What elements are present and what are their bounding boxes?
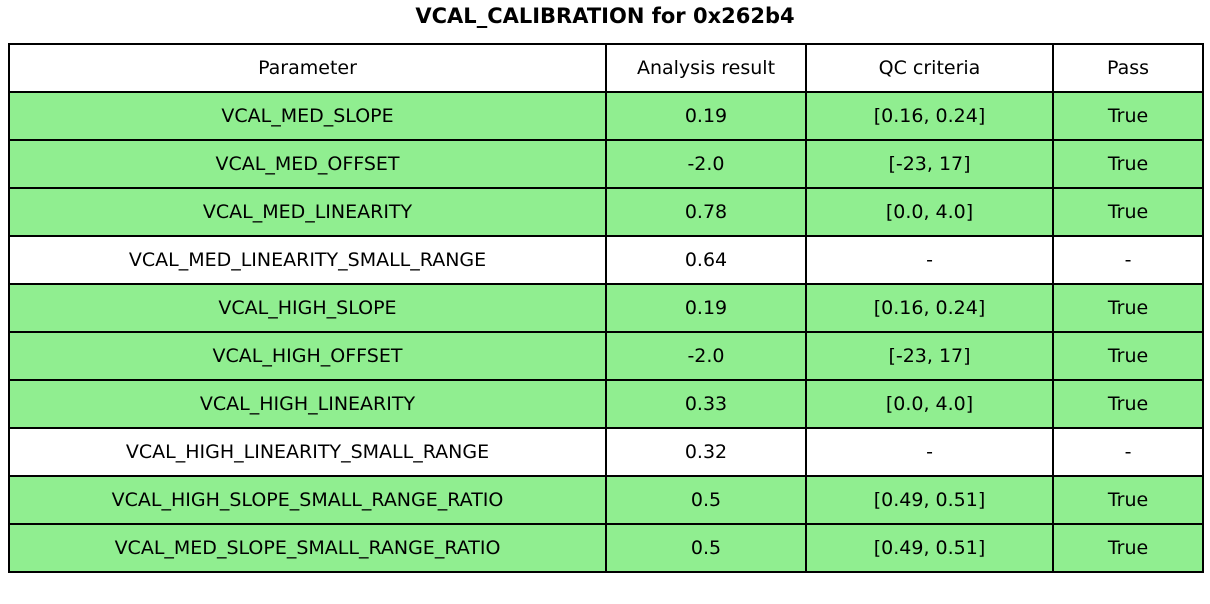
param-cell: VCAL_MED_OFFSET	[8, 139, 607, 189]
result-cell: 0.78	[605, 187, 807, 237]
param-cell: VCAL_MED_SLOPE	[8, 91, 607, 141]
result-cell: 0.5	[605, 523, 807, 573]
result-cell: 0.19	[605, 283, 807, 333]
pass-cell: True	[1052, 139, 1204, 189]
pass-cell: True	[1052, 331, 1204, 381]
param-cell: VCAL_HIGH_LINEARITY	[8, 379, 607, 429]
header-row: Parameter Analysis result QC criteria Pa…	[8, 43, 1204, 93]
table-row: VCAL_MED_LINEARITY_SMALL_RANGE 0.64 - -	[8, 235, 1204, 285]
param-cell: VCAL_HIGH_SLOPE_SMALL_RANGE_RATIO	[8, 475, 607, 525]
table-row: VCAL_HIGH_SLOPE 0.19 [0.16, 0.24] True	[8, 283, 1204, 333]
pass-cell: True	[1052, 523, 1204, 573]
col-header-qc-criteria: QC criteria	[805, 43, 1054, 93]
pass-cell: True	[1052, 283, 1204, 333]
table-row: VCAL_HIGH_LINEARITY 0.33 [0.0, 4.0] True	[8, 379, 1204, 429]
param-cell: VCAL_HIGH_OFFSET	[8, 331, 607, 381]
pass-cell: True	[1052, 475, 1204, 525]
table-row: VCAL_HIGH_OFFSET -2.0 [-23, 17] True	[8, 331, 1204, 381]
criteria-cell: [0.16, 0.24]	[805, 91, 1054, 141]
param-cell: VCAL_MED_LINEARITY_SMALL_RANGE	[8, 235, 607, 285]
result-cell: 0.19	[605, 91, 807, 141]
result-cell: 0.5	[605, 475, 807, 525]
criteria-cell: [0.0, 4.0]	[805, 187, 1054, 237]
criteria-cell: -	[805, 235, 1054, 285]
table-row: VCAL_HIGH_LINEARITY_SMALL_RANGE 0.32 - -	[8, 427, 1204, 477]
table-row: VCAL_MED_LINEARITY 0.78 [0.0, 4.0] True	[8, 187, 1204, 237]
table-row: VCAL_HIGH_SLOPE_SMALL_RANGE_RATIO 0.5 [0…	[8, 475, 1204, 525]
criteria-cell: -	[805, 427, 1054, 477]
pass-cell: True	[1052, 379, 1204, 429]
pass-cell: True	[1052, 187, 1204, 237]
criteria-cell: [-23, 17]	[805, 139, 1054, 189]
page-title: VCAL_CALIBRATION for 0x262b4	[415, 4, 795, 28]
param-cell: VCAL_MED_SLOPE_SMALL_RANGE_RATIO	[8, 523, 607, 573]
qc-criteria-table: Parameter Analysis result QC criteria Pa…	[8, 43, 1204, 573]
table-row: VCAL_MED_SLOPE_SMALL_RANGE_RATIO 0.5 [0.…	[8, 523, 1204, 573]
table-row: VCAL_MED_SLOPE 0.19 [0.16, 0.24] True	[8, 91, 1204, 141]
result-cell: -2.0	[605, 331, 807, 381]
result-cell: 0.32	[605, 427, 807, 477]
result-cell: 0.33	[605, 379, 807, 429]
param-cell: VCAL_HIGH_LINEARITY_SMALL_RANGE	[8, 427, 607, 477]
criteria-cell: [0.49, 0.51]	[805, 475, 1054, 525]
criteria-cell: [0.0, 4.0]	[805, 379, 1054, 429]
param-cell: VCAL_MED_LINEARITY	[8, 187, 607, 237]
table-row: VCAL_MED_OFFSET -2.0 [-23, 17] True	[8, 139, 1204, 189]
param-cell: VCAL_HIGH_SLOPE	[8, 283, 607, 333]
col-header-analysis-result: Analysis result	[605, 43, 807, 93]
criteria-cell: [0.49, 0.51]	[805, 523, 1054, 573]
pass-cell: -	[1052, 235, 1204, 285]
col-header-pass: Pass	[1052, 43, 1204, 93]
criteria-cell: [-23, 17]	[805, 331, 1054, 381]
col-header-parameter: Parameter	[8, 43, 607, 93]
criteria-cell: [0.16, 0.24]	[805, 283, 1054, 333]
pass-cell: -	[1052, 427, 1204, 477]
result-cell: -2.0	[605, 139, 807, 189]
pass-cell: True	[1052, 91, 1204, 141]
result-cell: 0.64	[605, 235, 807, 285]
